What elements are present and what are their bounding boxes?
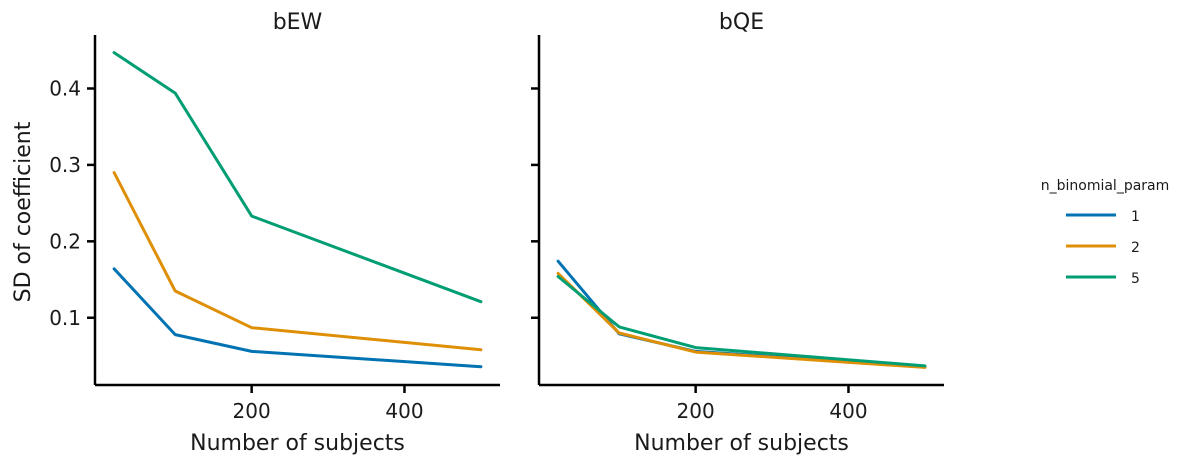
y-tick-label: 0.3 [49,153,81,177]
legend-label-2: 2 [1131,240,1140,256]
x-tick-label: 400 [829,399,867,423]
legend: n_binomial_param 1 2 5 [1041,178,1170,287]
panel-title: bQE [719,10,764,35]
panel-title: bEW [273,10,323,35]
x-tick-label: 200 [677,399,715,423]
x-axis-label: Number of subjects [190,431,405,456]
panel-bEW: bEW 200 400 0.1 0.2 0.3 0.4 Number of subjects [49,10,500,456]
y-tick-label: 0.4 [49,76,81,100]
y-tick-label: 0.2 [49,229,81,253]
legend-title: n_binomial_param [1041,178,1170,194]
series-line-1 [112,267,483,369]
x-axis-label: Number of subjects [634,431,849,456]
legend-label-1: 1 [1131,209,1140,225]
series-line-2 [112,171,483,352]
series-line-5 [112,51,483,304]
legend-label-5: 5 [1131,271,1140,287]
series-line-5 [556,275,927,368]
x-tick-label: 200 [233,399,271,423]
y-tick-label: 0.1 [49,306,81,330]
panel-bQE: bQE 200 400 Number of subjects [531,10,944,456]
y-axis-label: SD of coefficient [11,121,36,302]
x-tick-label: 400 [385,399,423,423]
